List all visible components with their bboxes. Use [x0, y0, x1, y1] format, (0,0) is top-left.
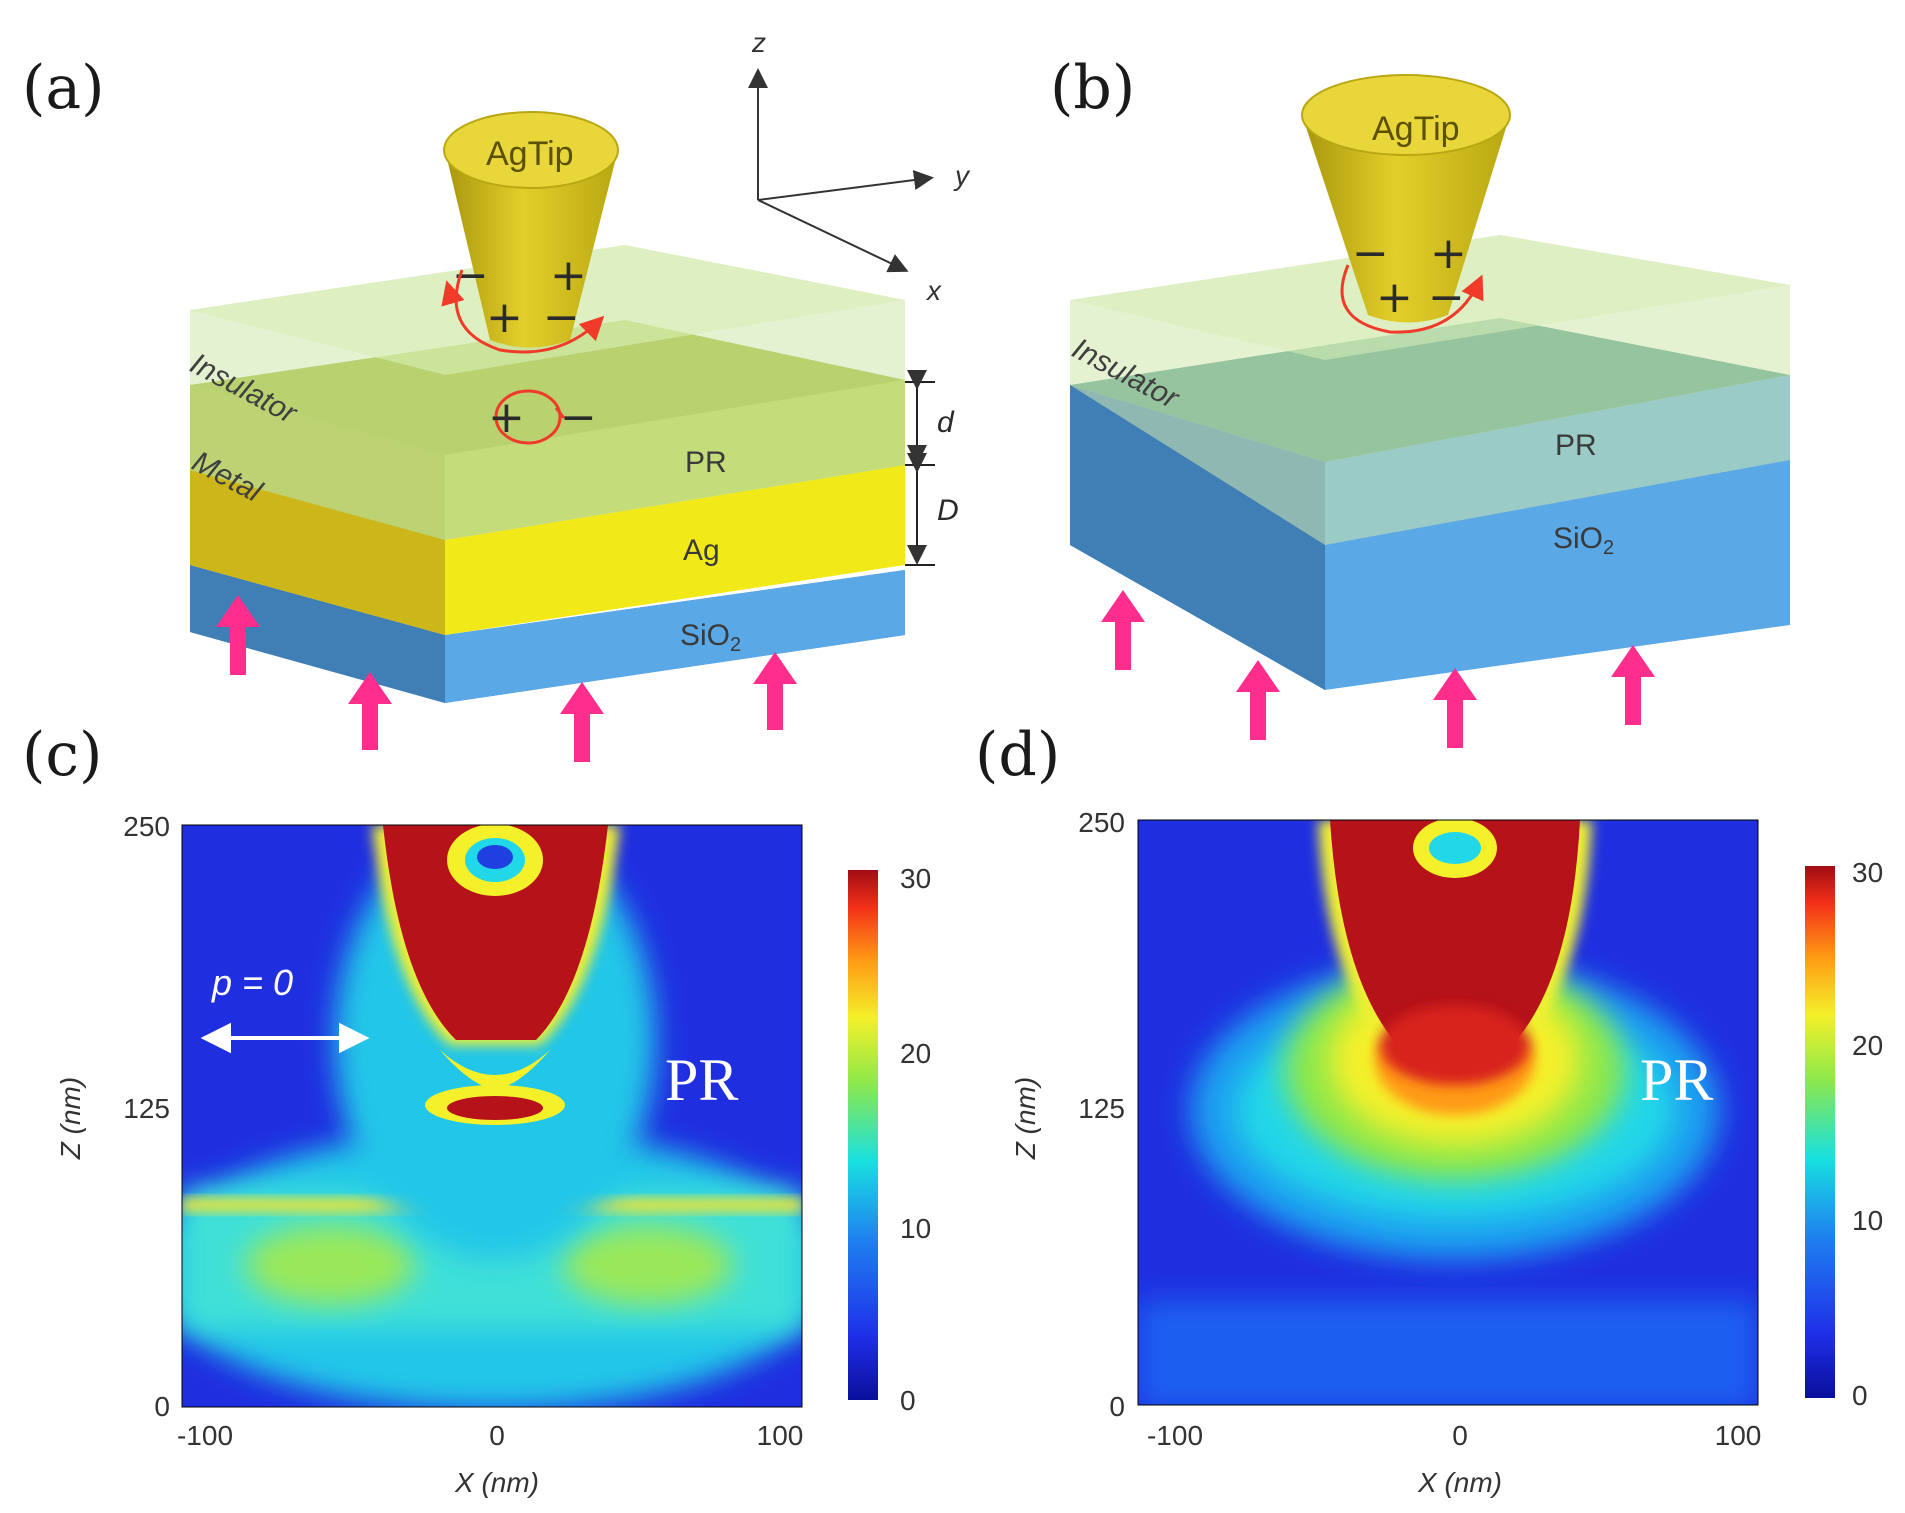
- pr-label-b: PR: [1555, 429, 1597, 462]
- c-ytick-125: 125: [123, 1093, 170, 1124]
- d-cbar-30: 30: [1852, 857, 1883, 888]
- panel-b-label: (b): [1050, 53, 1135, 123]
- ag-tip-b: [1301, 74, 1511, 323]
- panel-d: (d) PR 250 125 0 -100 0 100 X (nm) Z (nm…: [975, 720, 1883, 1498]
- pr-label-c: PR: [665, 1047, 738, 1113]
- d-ylabel: Z (nm): [1010, 1077, 1041, 1160]
- tip-b-charge-4: −: [1428, 272, 1465, 323]
- d-ytick-0: 0: [1109, 1391, 1125, 1422]
- tip-b-charge-3: +: [1376, 272, 1413, 323]
- D-label: D: [937, 494, 959, 527]
- thickness-markers: [905, 370, 935, 566]
- tip-charge-4: −: [543, 292, 580, 343]
- axis-x-label: x: [925, 275, 942, 306]
- incident-arrows-b: [1101, 590, 1655, 748]
- dipole-a: [494, 389, 566, 445]
- panel-b: (b) Insulator PR SiO2 AgTip − + + −: [1050, 53, 1790, 748]
- d-cbar-20: 20: [1852, 1030, 1883, 1061]
- incident-arrows-a: [216, 595, 797, 762]
- panel-a-label: (a): [22, 53, 105, 123]
- pr-label-d: PR: [1640, 1047, 1713, 1113]
- sio2-label-b: SiO2: [1553, 522, 1614, 559]
- panel-a: (a) Insulator Metal PR Ag SiO2: [22, 27, 971, 762]
- metal-layer-a: [190, 465, 905, 635]
- d-ytick-125: 125: [1078, 1093, 1125, 1124]
- c-cbar-30: 30: [900, 863, 931, 894]
- panel-c: (c) PR p = 0 250 125: [22, 720, 931, 1498]
- substrate-block-a: [190, 565, 905, 703]
- field-map-frame-d: [1137, 819, 1759, 1406]
- d-xtick-0: 0: [1452, 1420, 1468, 1451]
- tip-b-charge-2: +: [1430, 228, 1467, 279]
- ag-tip-a: [443, 111, 619, 348]
- c-xlabel: X (nm): [454, 1467, 539, 1498]
- tip-charge-2: +: [550, 250, 587, 301]
- c-ylabel: Z (nm): [55, 1077, 86, 1160]
- field-map-c: [182, 825, 802, 1407]
- tip-loop-arrow-a: [441, 280, 465, 307]
- colorbar-d: [1805, 866, 1835, 1398]
- c-xtick-m100: -100: [177, 1420, 233, 1451]
- sio2-label-a: SiO2: [680, 619, 741, 656]
- d-xtick-100: 100: [1715, 1420, 1762, 1451]
- field-map-frame-c: [181, 824, 803, 1408]
- c-xtick-100: 100: [757, 1420, 804, 1451]
- tip-charge-loop-b: [1340, 264, 1484, 334]
- c-ytick-0: 0: [154, 1391, 170, 1422]
- dipole-plus: +: [488, 392, 525, 443]
- c-ytick-250: 250: [123, 811, 170, 842]
- tip-label-b: AgTip: [1372, 110, 1460, 148]
- field-map-d: [1138, 820, 1758, 1405]
- coordinate-axes: [748, 68, 934, 273]
- c-cbar-20: 20: [900, 1038, 931, 1069]
- polarization-label: p = 0: [211, 962, 293, 1003]
- axis-y-label: y: [953, 160, 971, 191]
- tip-b-charge-1: −: [1352, 228, 1389, 279]
- panel-c-label: (c): [22, 720, 102, 790]
- d-xlabel: X (nm): [1417, 1467, 1502, 1498]
- polarization-arrow: [200, 1022, 370, 1054]
- d-ytick-250: 250: [1078, 807, 1125, 838]
- tip-label-a: AgTip: [486, 135, 574, 173]
- d-xtick-m100: -100: [1147, 1420, 1203, 1451]
- panel-d-label: (d): [975, 720, 1060, 790]
- d-cbar-0: 0: [1852, 1380, 1868, 1411]
- ag-label: Ag: [683, 534, 720, 567]
- d-cbar-10: 10: [1852, 1205, 1883, 1236]
- colorbar-c: [848, 870, 878, 1400]
- dipole-minus: −: [560, 392, 597, 443]
- c-xtick-0: 0: [489, 1420, 505, 1451]
- pr-label-a: PR: [685, 446, 727, 479]
- d-label: d: [937, 406, 955, 439]
- c-cbar-0: 0: [900, 1385, 916, 1416]
- c-cbar-10: 10: [900, 1213, 931, 1244]
- tip-charge-3: +: [486, 292, 523, 343]
- axis-z-label: z: [751, 27, 766, 58]
